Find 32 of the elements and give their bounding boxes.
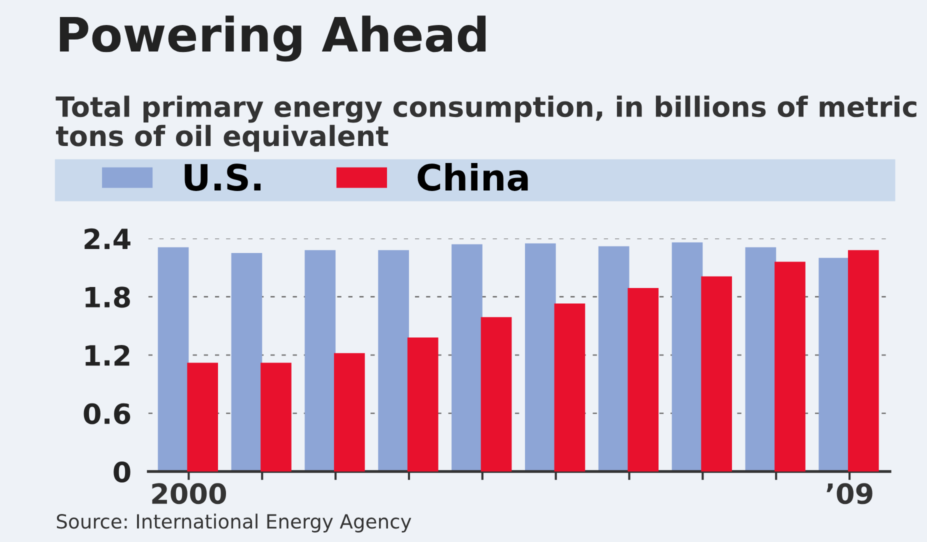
bar bbox=[672, 242, 703, 472]
bar bbox=[304, 250, 336, 472]
y-tick-label: 1.2 bbox=[86, 344, 130, 366]
bar bbox=[187, 362, 218, 472]
y-tick-label: 2.4 bbox=[84, 228, 130, 250]
bar bbox=[407, 338, 438, 472]
legend-label: China bbox=[418, 163, 528, 191]
bar bbox=[554, 304, 586, 472]
chart-title: Powering Ahead bbox=[60, 16, 486, 62]
legend-label: U.S. bbox=[184, 164, 261, 191]
x-tick-label: ’09 bbox=[826, 483, 872, 504]
bar bbox=[818, 258, 850, 472]
bar bbox=[701, 276, 732, 472]
bar bbox=[260, 362, 292, 472]
source-note: Source: International Energy Agency bbox=[56, 514, 412, 532]
bar bbox=[628, 288, 659, 472]
bar bbox=[524, 243, 556, 472]
chart-subtitle: Total primary energy consumption, in billions of metric tons of oil equivalent bbox=[56, 96, 916, 152]
y-tick-label: 1.8 bbox=[86, 286, 130, 308]
bar bbox=[848, 250, 879, 472]
x-tick-label: 2000 bbox=[152, 483, 226, 504]
bar bbox=[480, 317, 512, 472]
bar bbox=[378, 250, 409, 472]
bar bbox=[745, 247, 776, 472]
bar bbox=[598, 246, 630, 472]
y-tick-label: 0.6 bbox=[84, 403, 130, 424]
y-tick-label: 0 bbox=[114, 461, 130, 482]
bar bbox=[452, 244, 482, 472]
bar bbox=[774, 262, 806, 472]
bar bbox=[158, 247, 189, 472]
bar bbox=[231, 253, 262, 472]
bar bbox=[334, 353, 365, 472]
